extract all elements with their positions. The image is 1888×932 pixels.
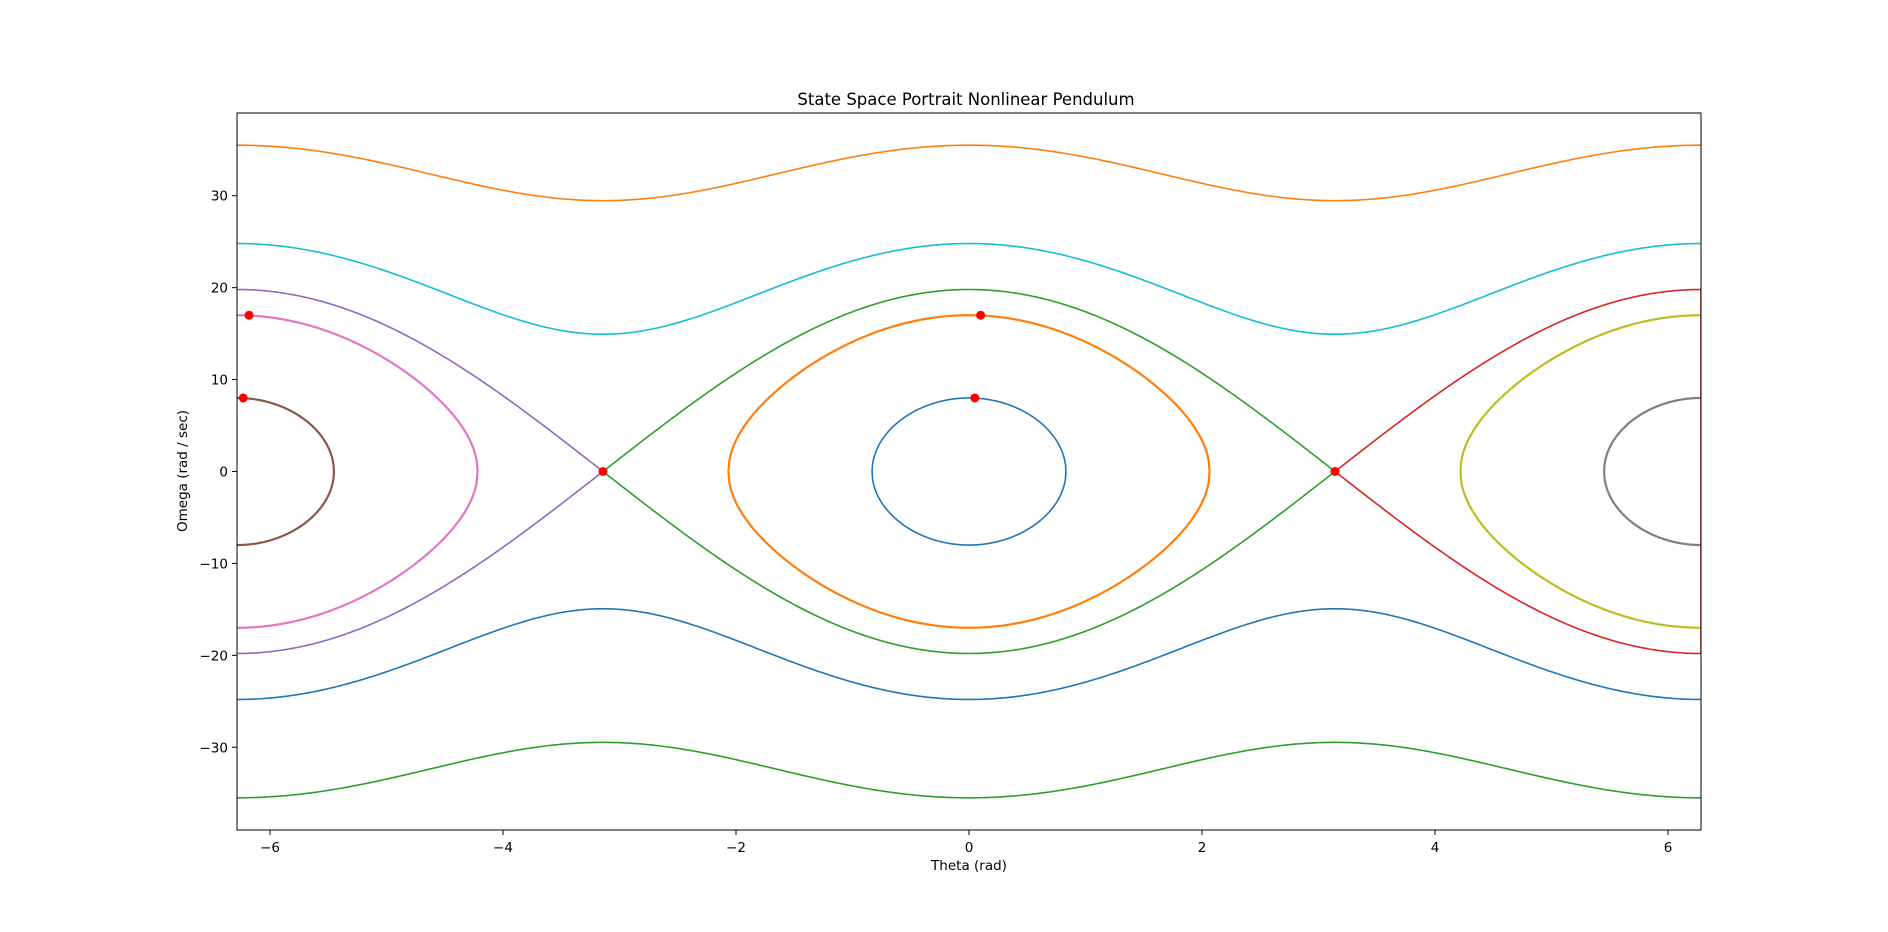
series-line-4 <box>1334 288 1701 655</box>
y-tick-label: −10 <box>200 556 229 572</box>
y-tick-label: 0 <box>219 465 228 481</box>
series-line-7 <box>237 314 479 629</box>
x-tick-label: 6 <box>1664 840 1673 856</box>
series-line-8 <box>1602 396 1701 547</box>
y-tick-label: 20 <box>211 281 228 297</box>
initial-condition-point-4 <box>1330 467 1340 476</box>
points-layer <box>238 310 1340 476</box>
initial-condition-point-2 <box>976 310 986 320</box>
initial-condition-point-5 <box>238 393 248 403</box>
plot-frame <box>236 112 1702 831</box>
initial-condition-point-6 <box>244 310 254 320</box>
y-tick-label: −20 <box>200 648 229 664</box>
x-tick-label: −2 <box>726 840 746 856</box>
series-line-11 <box>237 607 1701 701</box>
series-line-1 <box>871 397 1067 546</box>
x-tick-label: 4 <box>1431 840 1440 856</box>
series-line-12 <box>237 144 1701 202</box>
y-tick-label: −30 <box>200 740 229 756</box>
series-line-9 <box>1459 314 1701 629</box>
x-tick-label: −6 <box>260 840 280 856</box>
y-axis-ticks: −30 −20 −10 0 10 20 30 <box>200 189 237 756</box>
series-line-2 <box>727 314 1211 629</box>
initial-condition-point-3 <box>598 467 608 476</box>
chart-title: State Space Portrait Nonlinear Pendulum <box>797 90 1134 109</box>
x-tick-label: 2 <box>1198 840 1207 856</box>
y-tick-label: 10 <box>211 373 228 389</box>
x-tick-label: −4 <box>493 840 513 856</box>
initial-condition-point-1 <box>970 393 980 403</box>
series-line-10 <box>237 242 1701 336</box>
y-tick-label: 30 <box>211 189 228 205</box>
x-axis-ticks: −6 −4 −2 0 2 4 6 <box>260 830 1672 856</box>
y-axis-label: Omega (rad / sec) <box>175 410 191 532</box>
x-tick-label: 0 <box>965 840 974 856</box>
series-line-6 <box>237 396 336 547</box>
series-line-13 <box>237 741 1701 799</box>
x-axis-label: Theta (rad) <box>930 858 1007 874</box>
